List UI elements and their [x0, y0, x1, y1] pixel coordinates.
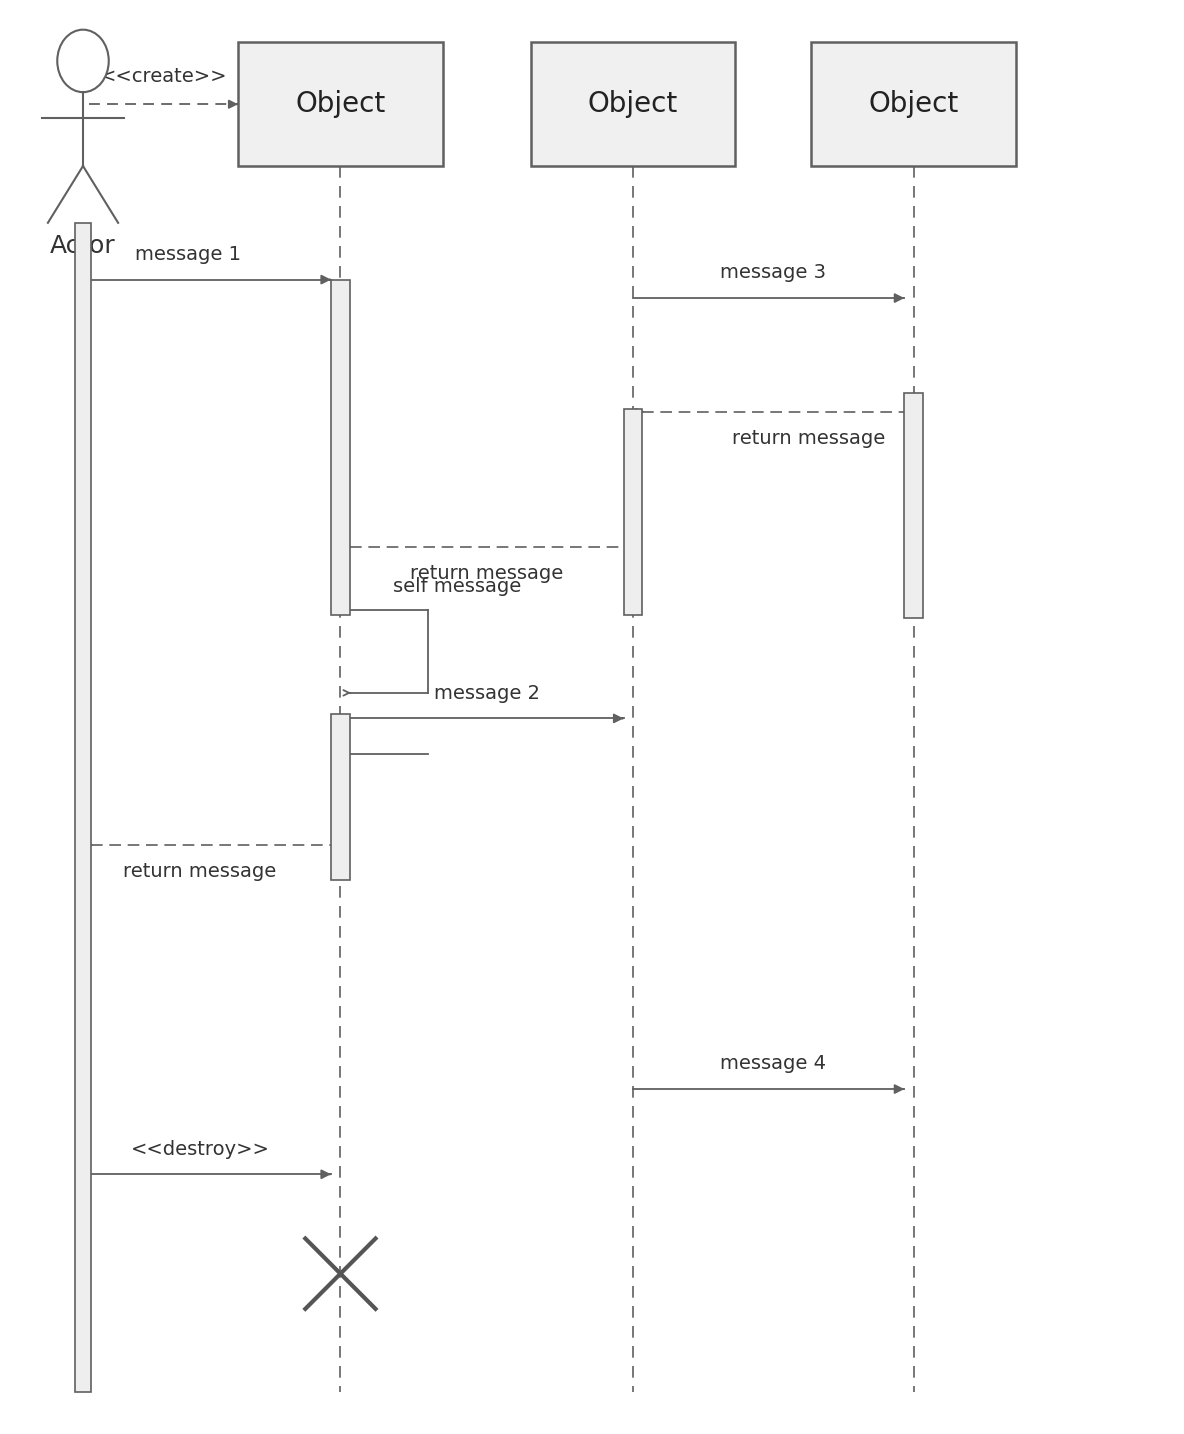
Bar	[811, 43, 1016, 166]
Text: return message: return message	[732, 429, 886, 447]
Text: return message: return message	[410, 564, 564, 582]
Text: <<create>>: <<create>>	[99, 67, 227, 86]
Text: self message: self message	[393, 578, 521, 597]
Bar	[75, 222, 91, 1391]
Text: message 1: message 1	[135, 245, 242, 264]
Text: message 2: message 2	[433, 684, 540, 703]
Bar	[530, 43, 735, 166]
Text: message 3: message 3	[720, 264, 826, 282]
Bar	[238, 43, 443, 166]
Text: Object: Object	[587, 90, 678, 118]
Bar	[624, 409, 642, 615]
Text: Object: Object	[295, 90, 386, 118]
Text: <<destroy>>: <<destroy>>	[130, 1140, 270, 1159]
Bar	[332, 714, 349, 880]
Text: Object: Object	[869, 90, 959, 118]
Circle shape	[57, 30, 109, 92]
Bar	[332, 280, 349, 615]
Text: Actor: Actor	[50, 234, 116, 258]
Text: return message: return message	[123, 862, 277, 880]
Text: message 4: message 4	[720, 1054, 826, 1074]
Bar	[905, 393, 924, 618]
